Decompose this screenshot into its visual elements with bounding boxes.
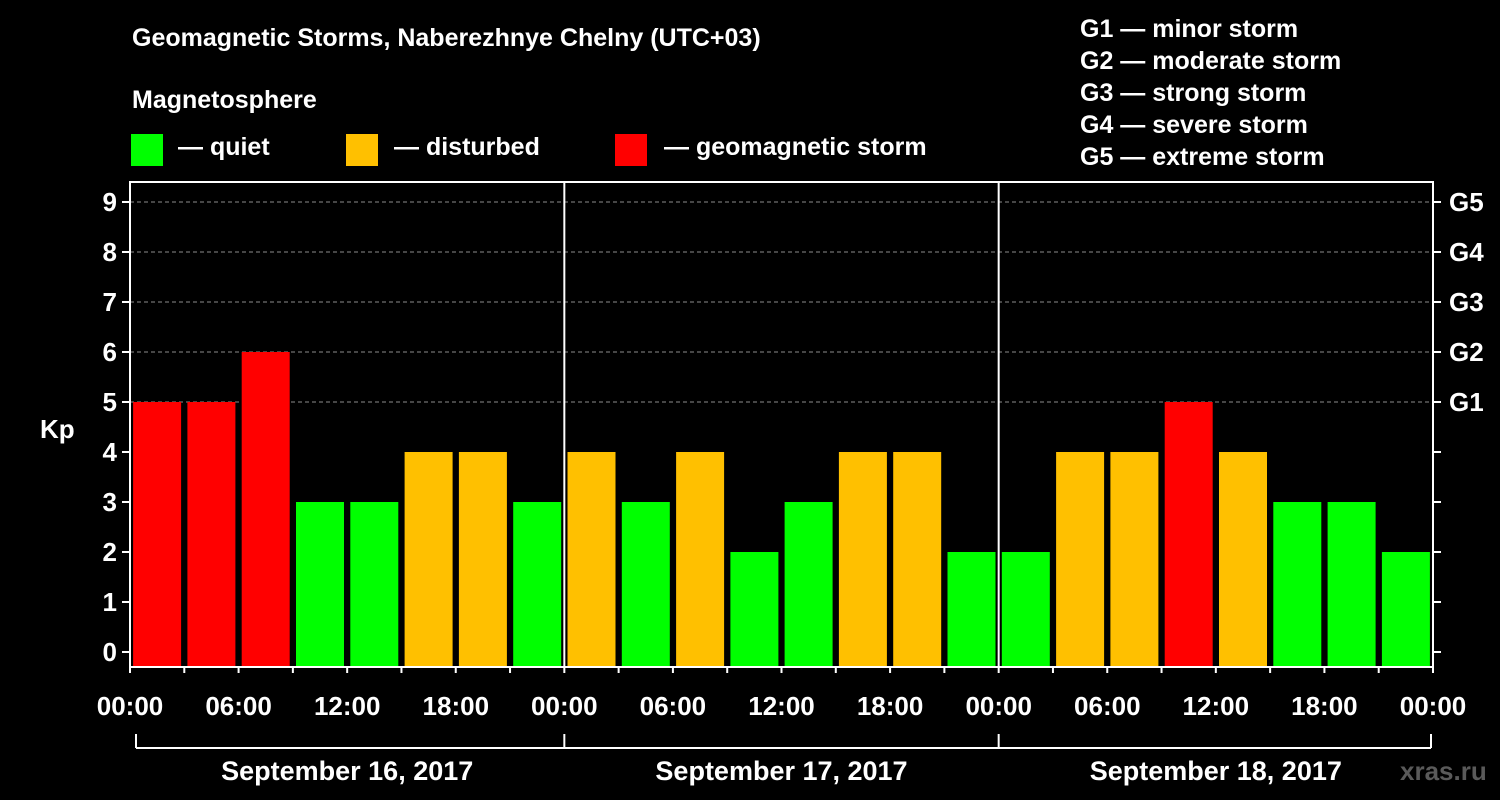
kp-bar <box>458 452 507 667</box>
kp-bar <box>567 452 616 667</box>
kp-bar <box>133 402 182 667</box>
x-tick-label: 12:00 <box>314 691 381 721</box>
y-tick-label: 1 <box>103 587 117 617</box>
y-tick-label: 9 <box>103 187 117 217</box>
y-tick-label: 3 <box>103 487 117 517</box>
legend-label-disturbed: — disturbed <box>394 133 540 161</box>
legend-label-quiet: — quiet <box>178 133 270 161</box>
kp-bar <box>730 552 779 667</box>
g-scale-g2: G2 — moderate storm <box>1080 47 1342 75</box>
chart-title: Geomagnetic Storms, Naberezhnye Chelny (… <box>132 24 761 52</box>
kp-bar <box>1110 452 1159 667</box>
watermark: xras.ru <box>1400 756 1487 786</box>
kp-bar <box>350 502 399 667</box>
chart-subtitle: Magnetosphere <box>132 86 317 114</box>
day-label: September 16, 2017 <box>221 756 473 786</box>
kp-bar <box>187 402 236 667</box>
legend-label-storm: — geomagnetic storm <box>664 133 927 161</box>
x-tick-label: 06:00 <box>205 691 272 721</box>
kp-bar <box>1381 552 1430 667</box>
x-tick-label: 06:00 <box>640 691 707 721</box>
kp-bar <box>404 452 453 667</box>
g-scale-g1: G1 — minor storm <box>1080 15 1299 43</box>
kp-bar <box>1056 452 1105 667</box>
kp-bar <box>241 352 290 667</box>
x-tick-label: 00:00 <box>1400 691 1467 721</box>
kp-bar <box>621 502 670 667</box>
legend-swatch-quiet <box>131 134 163 166</box>
kp-bar <box>676 452 725 667</box>
x-tick-label: 00:00 <box>97 691 164 721</box>
x-tick-label: 18:00 <box>423 691 490 721</box>
kp-bar <box>1327 502 1376 667</box>
y-axis-label: Kp <box>40 414 75 444</box>
y-tick-label: 7 <box>103 287 117 317</box>
y-tick-label: 0 <box>103 637 117 667</box>
kp-bar <box>893 452 942 667</box>
y-tick-label: 4 <box>103 437 118 467</box>
kp-bar <box>947 552 996 667</box>
kp-bar <box>1164 402 1213 667</box>
g-level-label: G2 <box>1449 337 1484 367</box>
x-tick-label: 06:00 <box>1074 691 1141 721</box>
g-level-label: G3 <box>1449 287 1484 317</box>
kp-bar <box>784 502 833 667</box>
y-tick-label: 8 <box>103 237 117 267</box>
legend-swatch-disturbed <box>346 134 378 166</box>
x-tick-label: 00:00 <box>531 691 598 721</box>
y-tick-label: 5 <box>103 387 117 417</box>
g-scale-g4: G4 — severe storm <box>1080 111 1308 139</box>
g-level-label: G1 <box>1449 387 1484 417</box>
g-level-label: G5 <box>1449 187 1484 217</box>
kp-bar <box>838 452 887 667</box>
x-tick-label: 00:00 <box>965 691 1032 721</box>
g-level-label: G4 <box>1449 237 1484 267</box>
g-scale-g3: G3 — strong storm <box>1080 79 1307 107</box>
kp-bar <box>296 502 344 667</box>
kp-bar <box>1001 552 1050 667</box>
x-tick-label: 18:00 <box>857 691 924 721</box>
g-scale-g5: G5 — extreme storm <box>1080 143 1325 171</box>
kp-bar <box>513 502 562 667</box>
x-tick-label: 18:00 <box>1291 691 1358 721</box>
y-tick-label: 2 <box>103 537 117 567</box>
kp-bar <box>1273 502 1322 667</box>
y-tick-label: 6 <box>103 337 117 367</box>
x-tick-label: 12:00 <box>1183 691 1250 721</box>
day-label: September 17, 2017 <box>655 756 907 786</box>
legend-swatch-storm <box>615 134 647 166</box>
day-label: September 18, 2017 <box>1090 756 1342 786</box>
kp-bar <box>1219 452 1267 667</box>
x-tick-label: 12:00 <box>748 691 815 721</box>
